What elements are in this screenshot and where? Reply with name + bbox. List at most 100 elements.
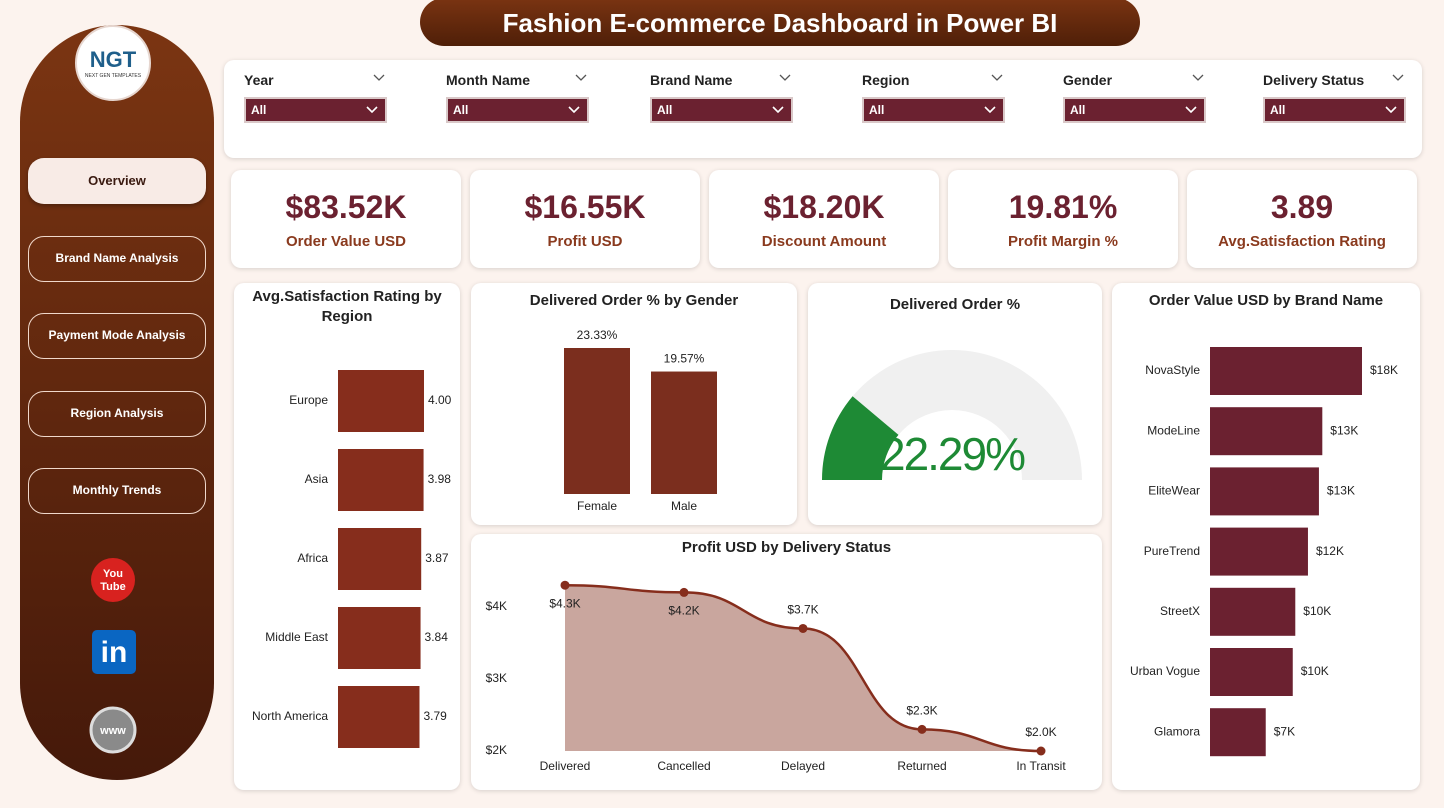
dropdown-chevron [772,106,784,114]
chart-card: Avg.Satisfaction Rating by Region Europe 4… [234,283,460,790]
category-label: ModeLine [1147,423,1200,437]
chevron [373,74,385,81]
y-tick-label: $4K [486,599,507,613]
data-label: 3.79 [423,709,447,723]
chart-card: Delivered Order % 22.29% [808,283,1102,525]
point [1036,746,1046,756]
nav-button[interactable]: Monthly Trends [28,468,206,514]
social-icons: You Tube in www [89,558,137,754]
point [560,580,570,590]
filter-value: All [1270,103,1286,117]
x-tick-label: Cancelled [657,759,710,773]
kpi-card: 19.81% Profit Margin % [948,170,1178,268]
chart: 23.33% Female 19.57% Male [564,328,717,513]
filter-dropdown[interactable]: All [862,97,1005,123]
chevron [366,106,378,114]
chart-title: Avg.Satisfaction Rating by Region [252,288,442,325]
x-tick-label: Returned [897,759,946,773]
bar [1210,648,1293,696]
filter-label: Brand Name [650,72,733,88]
youtube-icon[interactable] [91,558,135,602]
data-label: $4.2K [668,604,699,618]
kpi-value: 19.81% [1008,189,1118,225]
kpi-label: Profit Margin % [1007,233,1118,250]
nav-button[interactable]: Brand Name Analysis [28,235,206,282]
point [798,623,808,633]
category-label: StreetX [1160,604,1200,618]
data-label: $2.0K [1025,725,1056,739]
chart-title: Profit USD by Delivery Status [681,539,892,556]
y-tick-label: $2K [486,743,507,757]
bar [1210,708,1266,757]
data-label: 4.00 [428,393,452,407]
bar [338,686,420,748]
bar [651,371,717,494]
nav-button[interactable]: Region Analysis [28,390,206,437]
category-label: Europe [289,393,328,407]
chart: NovaStyle $18K ModeLine $13K EliteWear $13K Pu… [1130,347,1398,757]
data-label: $3.7K [787,603,818,617]
nav-button[interactable]: Payment Mode Analysis [28,313,206,359]
chevron [568,106,580,114]
bar [338,449,424,511]
filter-chevron[interactable] [1391,73,1405,83]
filter-chevron[interactable] [574,73,588,83]
data-label: $7K [1274,724,1295,738]
filter-dropdown[interactable]: All [1063,97,1206,123]
logo-tagline: NEXT GEN TEMPLATES [84,73,142,79]
filter-label: Region [862,72,910,88]
kpi-label: Discount Amount [761,233,887,250]
point [679,587,689,597]
bar [338,370,424,432]
kpi-card: $83.52K Order Value USD [231,170,461,268]
chevron [779,74,791,81]
logo: NGT NEXT GEN TEMPLATES [75,25,151,101]
chart: 22.29% [822,350,1082,480]
filter-chevron[interactable] [778,73,792,83]
chevron [984,106,996,114]
bar [564,348,630,494]
filter-chevron[interactable] [372,73,386,83]
point [917,724,927,734]
chart-card: Order Value USD by Brand Name NovaStyle $1… [1112,283,1420,790]
category-label: Africa [297,551,328,565]
filter-chevron[interactable] [1191,73,1205,83]
kpi-label: Profit USD [547,233,623,250]
filter-value: All [1070,103,1086,117]
data-label: $13K [1330,423,1358,437]
filter-dropdown[interactable]: All [650,97,793,123]
dropdown-chevron [366,106,378,114]
filter-dropdown[interactable]: All [1263,97,1406,123]
filter-dropdown[interactable]: All [244,97,387,123]
bar [1210,527,1308,576]
kpi-label: Avg.Satisfaction Rating [1218,233,1386,250]
category-label: Middle East [265,630,328,644]
data-label: 19.57% [664,352,705,366]
chevron [1385,106,1397,114]
dropdown-chevron [1185,106,1197,114]
data-label: $18K [1370,363,1398,377]
bar [1210,587,1296,636]
nav-button[interactable]: Overview [28,158,206,204]
gauge-value [822,396,899,480]
filter-value: All [251,103,267,117]
bar [1210,347,1362,395]
kpi-value: 3.89 [1270,189,1334,225]
chevron [1392,74,1404,81]
data-label: $10K [1303,604,1331,618]
filter-value: All [657,103,673,117]
filter-label: Delivery Status [1263,72,1365,88]
kpi-card: 3.89 Avg.Satisfaction Rating [1187,170,1417,268]
kpi-value: $16.55K [524,189,646,225]
filter-dropdown[interactable]: All [446,97,589,123]
linkedin-icon[interactable] [92,630,136,674]
category-label: Female [577,499,617,513]
data-label: 3.98 [428,472,452,486]
youtube-text: Tube [100,581,125,593]
gauge-label: 22.29% [880,428,1025,480]
filter-chevron[interactable] [990,73,1004,83]
web-icon[interactable] [89,706,137,754]
chevron [991,74,1003,81]
bar [338,607,421,669]
